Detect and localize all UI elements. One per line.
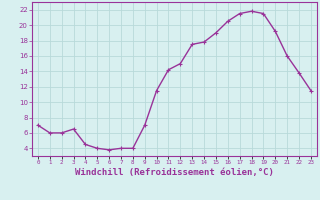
X-axis label: Windchill (Refroidissement éolien,°C): Windchill (Refroidissement éolien,°C) (75, 168, 274, 177)
